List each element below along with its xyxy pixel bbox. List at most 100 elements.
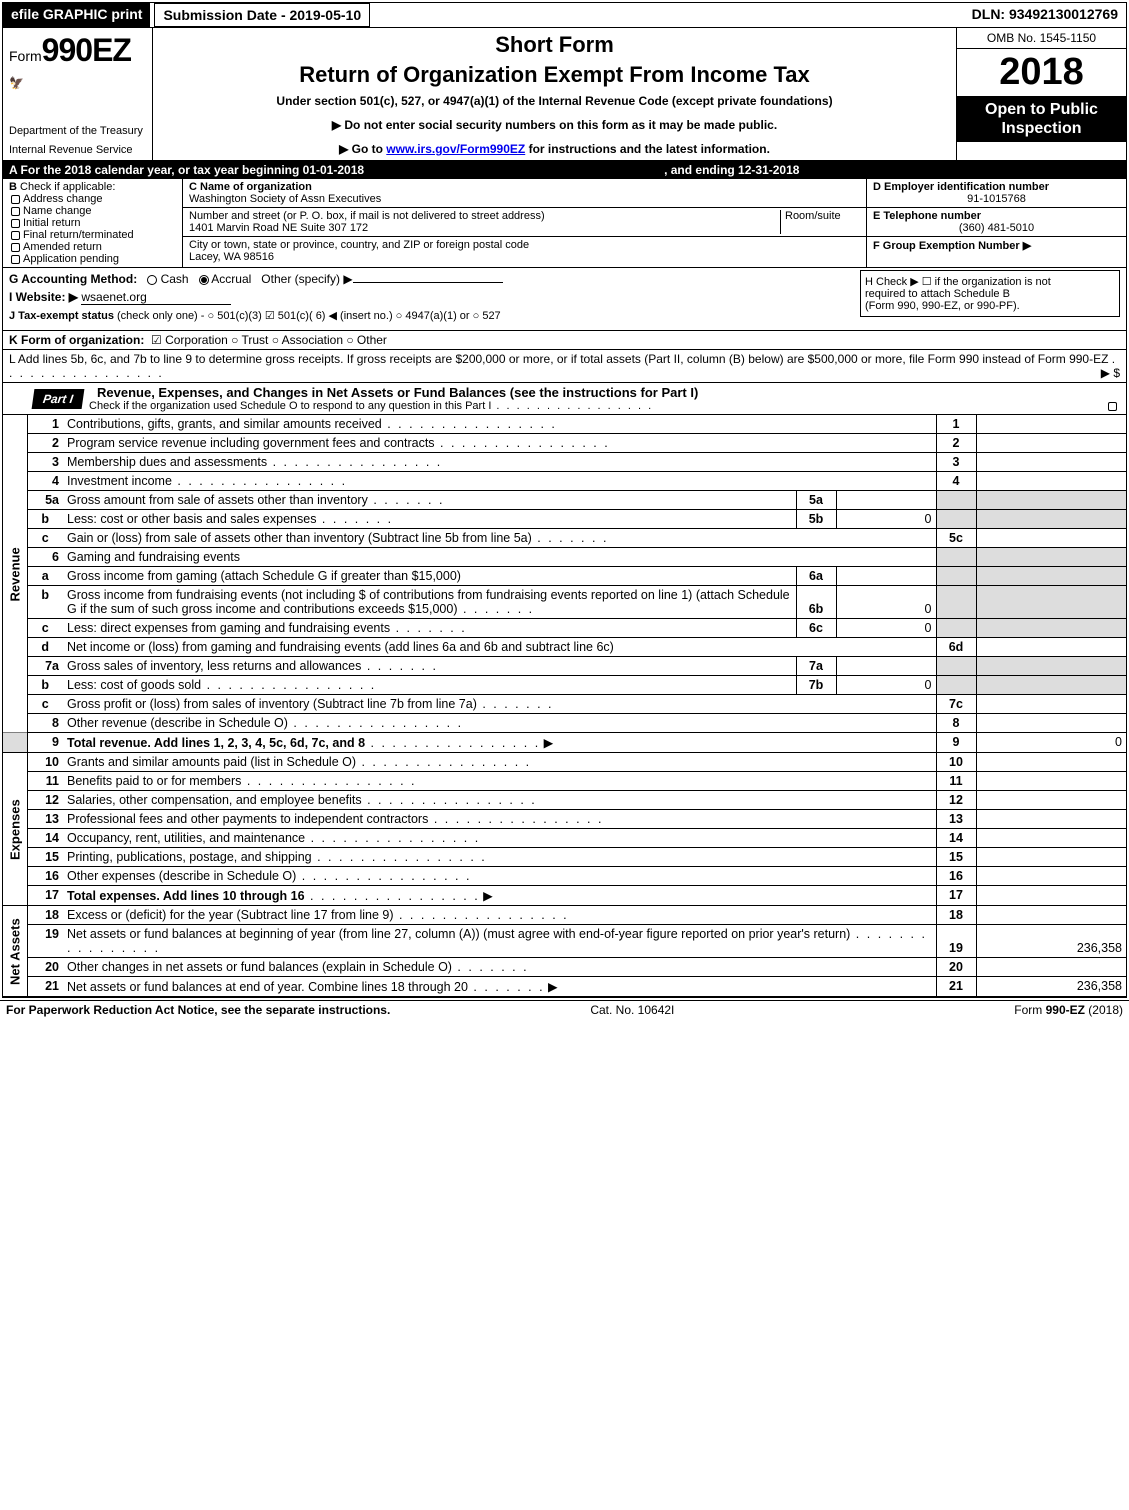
form-header: Form990EZ 🦅 Department of the Treasury I…	[3, 28, 1126, 161]
f-group-exemption: F Group Exemption Number ▶	[873, 239, 1120, 252]
header-left: Form990EZ 🦅 Department of the Treasury I…	[3, 28, 153, 160]
ein-value: 91-1015768	[873, 193, 1120, 205]
header-center: Short Form Return of Organization Exempt…	[153, 28, 956, 160]
radio-accrual[interactable]	[199, 275, 209, 285]
i-label: I Website: ▶	[9, 290, 78, 304]
line-14: 14 Occupancy, rent, utilities, and maint…	[3, 829, 1126, 848]
line-4: 4 Investment income 4	[3, 472, 1126, 491]
irs-label: Internal Revenue Service	[9, 144, 146, 156]
line-7b: b Less: cost of goods sold 7b 0	[3, 676, 1126, 695]
radio-cash[interactable]	[147, 275, 157, 285]
section-bcdef: B Check if applicable: Address change Na…	[3, 179, 1126, 268]
line-5c: c Gain or (loss) from sale of assets oth…	[3, 529, 1126, 548]
line-11: 11 Benefits paid to or for members 11	[3, 772, 1126, 791]
org-city: Lacey, WA 98516	[189, 251, 860, 263]
line-7c: c Gross profit or (loss) from sales of i…	[3, 695, 1126, 714]
line-5a: 5a Gross amount from sale of assets othe…	[3, 491, 1126, 510]
line-17: 17 Total expenses. Add lines 10 through …	[3, 886, 1126, 906]
line-12: 12 Salaries, other compensation, and emp…	[3, 791, 1126, 810]
j-options: (check only one) - ○ 501(c)(3) ☑ 501(c)(…	[117, 310, 501, 322]
h-line2: required to attach Schedule B	[865, 288, 1115, 300]
column-b: B Check if applicable: Address change Na…	[3, 179, 183, 267]
line-6b: b Gross income from fundraising events (…	[3, 586, 1126, 619]
line-20: 20 Other changes in net assets or fund b…	[3, 958, 1126, 977]
line-5b: b Less: cost or other basis and sales ex…	[3, 510, 1126, 529]
g-label: G Accounting Method:	[9, 272, 137, 286]
topbar: efile GRAPHIC print Submission Date - 20…	[3, 3, 1126, 28]
check-final-return[interactable]: Final return/terminated	[11, 229, 176, 241]
efile-print-label: efile GRAPHIC print	[3, 3, 150, 27]
line-6d: d Net income or (loss) from gaming and f…	[3, 638, 1126, 657]
room-suite-label: Room/suite	[780, 210, 860, 234]
b-check-if: Check if applicable:	[20, 181, 115, 193]
line-9: 9 Total revenue. Add lines 1, 2, 3, 4, 5…	[3, 733, 1126, 753]
j-label: J Tax-exempt status	[9, 310, 114, 322]
line-10: Expenses 10 Grants and similar amounts p…	[3, 753, 1126, 772]
paperwork-notice: For Paperwork Reduction Act Notice, see …	[6, 1003, 390, 1017]
row-a-begin: A For the 2018 calendar year, or tax yea…	[9, 163, 364, 177]
org-name: Washington Society of Assn Executives	[189, 193, 860, 205]
line-6a: a Gross income from gaming (attach Sched…	[3, 567, 1126, 586]
line-15: 15 Printing, publications, postage, and …	[3, 848, 1126, 867]
section-l: L Add lines 5b, 6c, and 7b to line 9 to …	[3, 350, 1126, 383]
org-address: 1401 Marvin Road NE Suite 307 172	[189, 222, 780, 234]
open-inspection: Open to Public Inspection	[957, 96, 1126, 142]
column-c: C Name of organization Washington Societ…	[183, 179, 866, 267]
line-7a: 7a Gross sales of inventory, less return…	[3, 657, 1126, 676]
check-application-pending[interactable]: Application pending	[11, 253, 176, 265]
line-6: 6 Gaming and fundraising events	[3, 548, 1126, 567]
side-expenses: Expenses	[3, 753, 27, 906]
submission-date: Submission Date - 2019-05-10	[154, 3, 370, 27]
k-label: K Form of organization:	[9, 333, 144, 347]
h-box: H Check ▶ ☐ if the organization is not r…	[860, 270, 1120, 317]
check-address-change[interactable]: Address change	[11, 193, 176, 205]
check-name-change[interactable]: Name change	[11, 205, 176, 217]
d-ein-label: D Employer identification number	[873, 181, 1120, 193]
irs-link[interactable]: www.irs.gov/Form990EZ	[386, 142, 525, 156]
dln-number: DLN: 93492130012769	[964, 3, 1126, 27]
part1-header: Part I Revenue, Expenses, and Changes in…	[3, 383, 1126, 415]
h-line1: H Check ▶ ☐ if the organization is not	[865, 275, 1115, 288]
cat-no: Cat. No. 10642I	[590, 1003, 674, 1017]
c-name-label: C Name of organization	[189, 181, 860, 193]
return-title: Return of Organization Exempt From Incom…	[159, 62, 950, 88]
line-21: 21 Net assets or fund balances at end of…	[3, 977, 1126, 997]
short-form-title: Short Form	[159, 32, 950, 58]
g-other: Other (specify) ▶	[261, 272, 352, 286]
line-16: 16 Other expenses (describe in Schedule …	[3, 867, 1126, 886]
part1-title: Revenue, Expenses, and Changes in Net As…	[89, 385, 1120, 400]
goto-instructions: ▶ Go to www.irs.gov/Form990EZ for instru…	[159, 142, 950, 156]
part1-table: Revenue 1 Contributions, gifts, grants, …	[3, 415, 1126, 997]
h-line3: (Form 990, 990-EZ, or 990-PF).	[865, 300, 1115, 312]
line-8: 8 Other revenue (describe in Schedule O)…	[3, 714, 1126, 733]
line-1: Revenue 1 Contributions, gifts, grants, …	[3, 415, 1126, 434]
check-amended-return[interactable]: Amended return	[11, 241, 176, 253]
l-text: L Add lines 5b, 6c, and 7b to line 9 to …	[9, 352, 1108, 366]
goto-pre: ▶ Go to	[339, 142, 386, 156]
under-section: Under section 501(c), 527, or 4947(a)(1)…	[159, 94, 950, 108]
row-a-end: , and ending 12-31-2018	[664, 163, 799, 177]
phone-value: (360) 481-5010	[873, 222, 1120, 234]
header-right: OMB No. 1545-1150 2018 Open to Public In…	[956, 28, 1126, 160]
check-initial-return[interactable]: Initial return	[11, 217, 176, 229]
page-footer: For Paperwork Reduction Act Notice, see …	[0, 1000, 1129, 1019]
e-phone-label: E Telephone number	[873, 210, 1120, 222]
column-def: D Employer identification number 91-1015…	[866, 179, 1126, 267]
section-ghij: H Check ▶ ☐ if the organization is not r…	[3, 268, 1126, 331]
line-19: 19 Net assets or fund balances at beginn…	[3, 925, 1126, 958]
section-k: K Form of organization: ☑ Corporation ○ …	[3, 331, 1126, 350]
form-990ez: 990EZ	[42, 32, 131, 68]
row-a-tax-year: A For the 2018 calendar year, or tax yea…	[3, 161, 1126, 179]
tax-year: 2018	[957, 49, 1126, 96]
omb-number: OMB No. 1545-1150	[957, 28, 1126, 49]
line-2: 2 Program service revenue including gove…	[3, 434, 1126, 453]
warning-ssn: ▶ Do not enter social security numbers o…	[159, 118, 950, 132]
line-3: 3 Membership dues and assessments 3	[3, 453, 1126, 472]
part1-sub: Check if the organization used Schedule …	[89, 400, 1120, 412]
b-label: B	[9, 181, 17, 193]
goto-post: for instructions and the latest informat…	[525, 142, 770, 156]
dept-treasury: Department of the Treasury	[9, 125, 146, 137]
form-number: Form990EZ	[9, 32, 146, 69]
part1-tag: Part I	[32, 389, 85, 409]
website-value: wsaenet.org	[81, 290, 231, 305]
